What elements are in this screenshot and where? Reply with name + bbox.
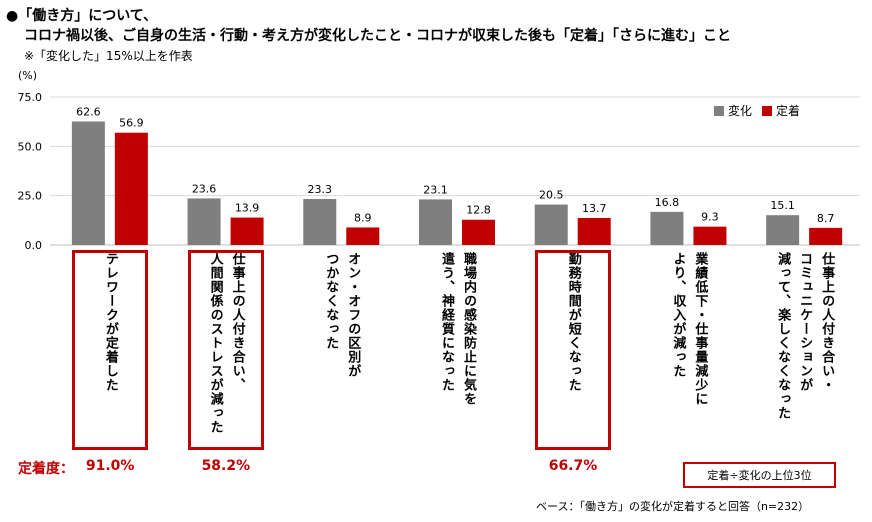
legend-label-settled: 定着 — [776, 104, 801, 118]
data-label: 23.3 — [308, 183, 333, 196]
data-label: 12.8 — [466, 204, 491, 217]
data-label: 56.9 — [119, 117, 144, 130]
category-label-line: つかなくなった — [323, 252, 339, 350]
legend-item-change: 変化 — [714, 102, 752, 119]
category-label-line: 減って、楽しくなくなった — [775, 252, 791, 420]
bar-settled — [809, 227, 843, 245]
data-label: 9.3 — [701, 211, 719, 224]
category-label-line: オン・オフの区別が — [345, 252, 361, 378]
data-label: 23.1 — [423, 183, 448, 196]
data-label: 8.9 — [354, 211, 372, 224]
category-label-line: テレワークが定着した — [102, 252, 118, 392]
legend-label-change: 変化 — [728, 104, 753, 118]
bar-settled — [114, 132, 148, 245]
teichaku-rate: 91.0% — [85, 458, 135, 474]
bar-change — [303, 199, 337, 245]
category-label-line: 職場内の感染防止に気を — [461, 252, 476, 406]
highlight-frame — [187, 250, 264, 450]
legend-swatch-change — [714, 105, 724, 116]
data-label: 23.6 — [192, 182, 217, 195]
highlight-frame — [71, 250, 148, 450]
category-label-line: 仕事上の人付き合い・ — [819, 252, 835, 392]
category-label: 業績低下・仕事量減少に より、収入が減った — [640, 252, 736, 450]
bar-settled — [230, 217, 264, 245]
data-label: 13.9 — [235, 202, 260, 215]
y-tick-label: 75.0 — [18, 91, 43, 104]
y-tick-label: 50.0 — [18, 140, 43, 153]
legend-swatch-settled — [762, 105, 773, 116]
teichaku-rate: 58.2% — [201, 458, 251, 474]
category-label-line: 人間関係のストレスが減った — [207, 252, 223, 434]
category-label: 仕事上の人付き合い、 人間関係のストレスが減った — [178, 252, 274, 450]
category-label: 仕事上の人付き合い・ コミュニケーションが 減って、楽しくなくなった — [756, 252, 852, 450]
category-label: テレワークが定着した — [62, 252, 158, 450]
legend-item-settled: 定着 — [762, 102, 800, 119]
y-tick-label: 0.0 — [25, 239, 43, 252]
top3-note-box: 定着÷変化の上位3位 — [683, 462, 836, 488]
bar-change — [71, 121, 105, 245]
data-label: 16.8 — [655, 196, 680, 209]
category-label: 勤務時間が短くなった — [525, 252, 621, 450]
bar-change — [419, 199, 452, 245]
category-label-line: コミュニケーションが — [797, 252, 813, 392]
category-label-line: より、収入が減った — [670, 252, 686, 378]
category-label: 職場内の感染防止に気を 遣う、神経質になった — [409, 252, 505, 450]
bar-settled — [577, 217, 611, 245]
category-label-line: 勤務時間が短くなった — [565, 252, 581, 392]
category-label-line: 遣う、神経質になった — [439, 252, 454, 392]
category-labels: テレワークが定着した 仕事上の人付き合い、 人間関係のストレスが減った オン・オフの区… — [0, 250, 872, 452]
legend: 変化 定着 — [714, 102, 810, 119]
highlight-frame — [534, 250, 611, 450]
data-label: 20.5 — [539, 189, 564, 202]
bar-chart: 75.0 50.0 25.0 0.0 62.6 56.9 23.6 13.9 23.3 8.9 23… — [18, 91, 860, 252]
data-label: 8.7 — [817, 212, 835, 225]
bar-settled — [462, 219, 495, 245]
bar-change — [650, 211, 684, 245]
bar-change — [534, 204, 568, 245]
category-label: オン・オフの区別が つかなくなった — [293, 252, 389, 450]
teichaku-label: 定着度： — [18, 461, 74, 477]
title-line-2: コロナ禍以後、ご自身の生活・行動・考え方が変化したこと・コロナが収束した後も「定… — [24, 28, 731, 44]
bar-change — [187, 198, 221, 245]
bar-settled — [346, 227, 380, 245]
y-tick-label: 25.0 — [18, 190, 43, 203]
teichaku-rate: 66.7% — [548, 458, 598, 474]
category-label-line: 仕事上の人付き合い、 — [229, 252, 245, 392]
bar-change — [766, 215, 800, 245]
category-label-line: 業績低下・仕事量減少に — [692, 252, 708, 406]
data-label: 62.6 — [76, 105, 101, 118]
title-line-1: ●「働き方」について、 — [6, 8, 158, 24]
filter-note: ※「変化した」15%以上を作表 — [24, 49, 193, 63]
chart-title: ●「働き方」について、 コロナ禍以後、ご自身の生活・行動・考え方が変化したこと・… — [6, 6, 731, 46]
base-note: ベース：「働き方」の変化が定着すると回答（n=232） — [536, 500, 810, 513]
y-axis-unit: (%) — [18, 69, 38, 82]
data-label: 13.7 — [582, 202, 607, 215]
bar-settled — [693, 226, 727, 245]
data-label: 15.1 — [770, 199, 795, 212]
